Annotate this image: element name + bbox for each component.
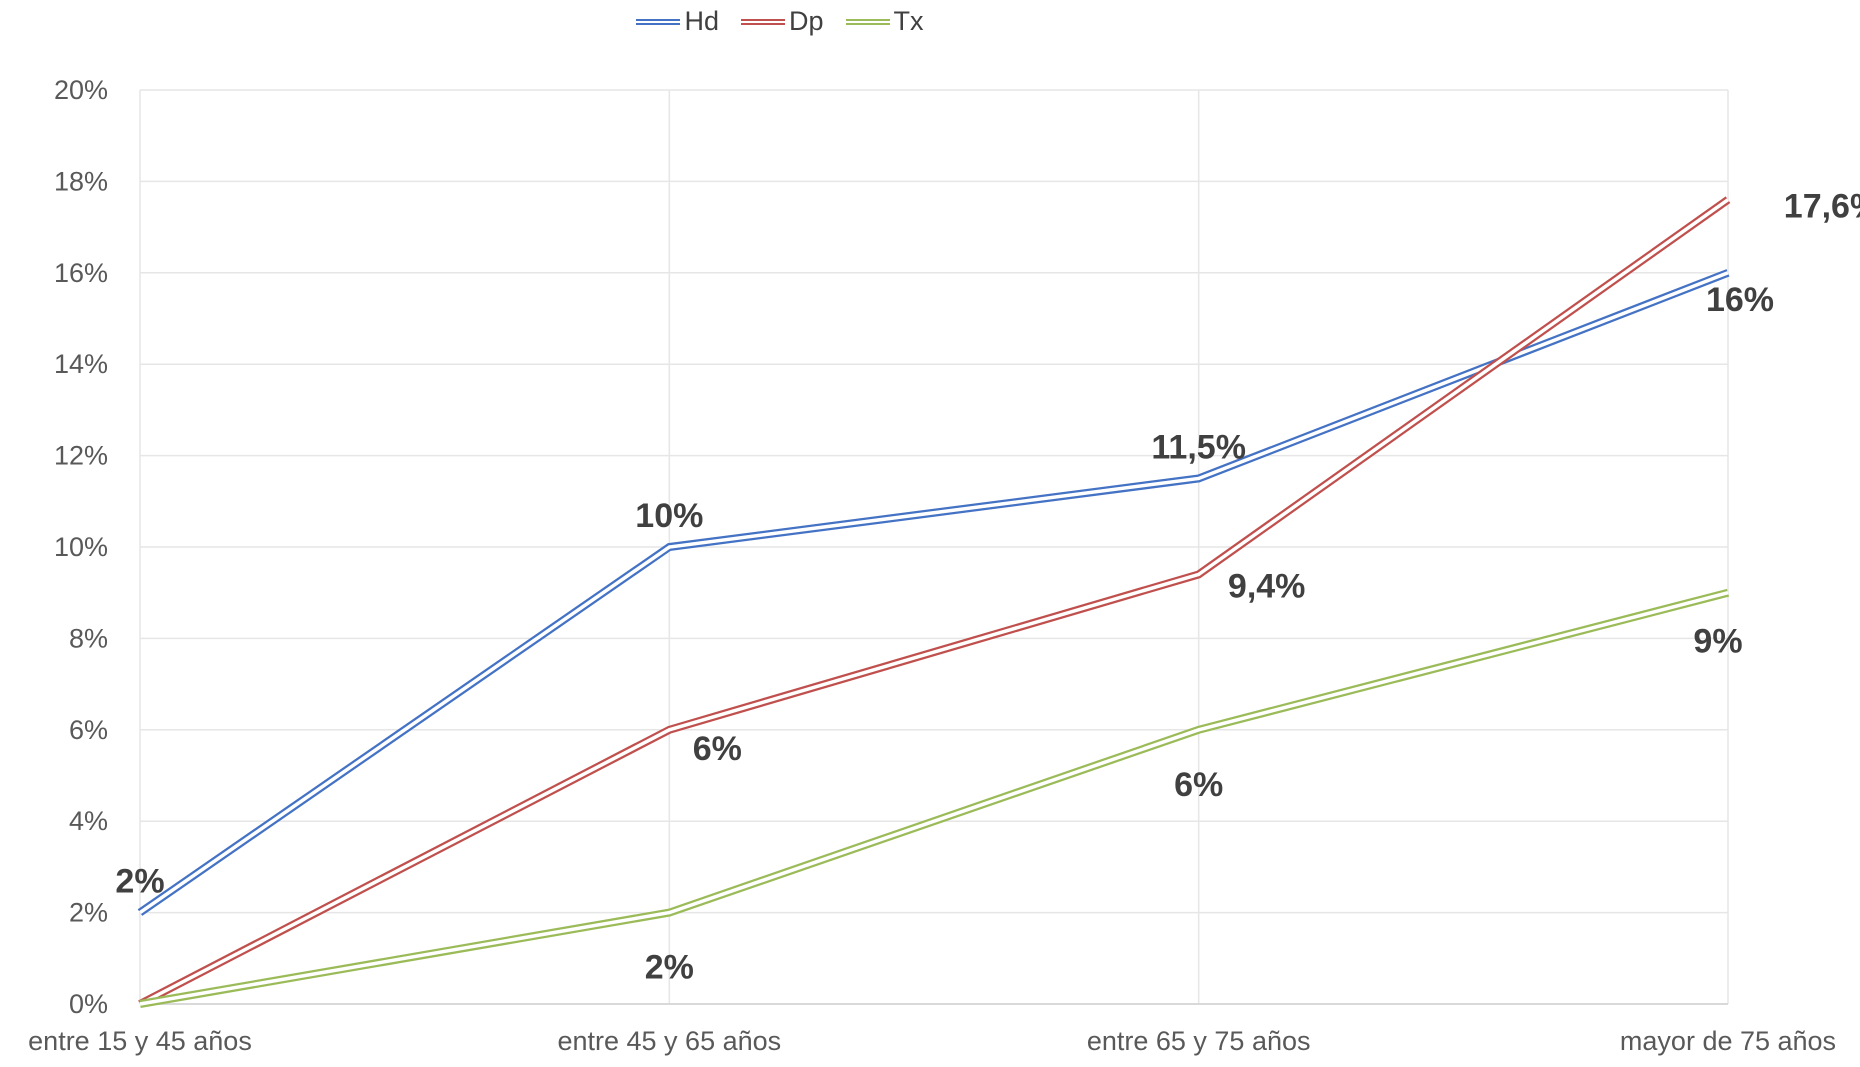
data-label-dp-1: 6%	[693, 730, 742, 768]
y-tick-label-7: 14%	[54, 349, 108, 379]
data-label-tx-2: 6%	[1174, 766, 1223, 804]
y-tick-label-9: 18%	[54, 166, 108, 196]
y-tick-label-3: 6%	[69, 715, 108, 745]
legend-item-dp: Dp	[741, 6, 824, 37]
series-line-inner-tx	[139, 591, 1729, 1006]
x-tick-label-0: entre 15 y 45 años	[28, 1026, 252, 1056]
data-label-dp-3: 17,6%	[1784, 188, 1860, 226]
y-tick-label-1: 2%	[69, 898, 108, 928]
x-tick-label-3: mayor de 75 años	[1620, 1026, 1836, 1056]
series-line-inner-hd	[139, 271, 1729, 915]
legend-swatch-hd	[636, 18, 681, 26]
series-line-dp	[138, 196, 1731, 1008]
data-label-hd-1: 10%	[635, 497, 703, 535]
legend-item-hd: Hd	[636, 6, 719, 37]
y-tick-label-10: 20%	[54, 75, 108, 105]
y-tick-label-4: 8%	[69, 623, 108, 653]
data-label-dp-2: 9,4%	[1228, 567, 1306, 605]
x-tick-label-1: entre 45 y 65 años	[557, 1026, 781, 1056]
data-label-hd-2: 11,5%	[1151, 428, 1246, 466]
y-tick-label-2: 4%	[69, 806, 108, 836]
legend-label-hd: Hd	[684, 6, 719, 36]
data-label-tx-1: 2%	[645, 949, 694, 987]
data-label-hd-3: 16%	[1706, 281, 1774, 319]
legend-label-tx: Tx	[893, 6, 924, 36]
legend-swatch-tx	[845, 18, 890, 26]
legend: Hd Dp Tx	[0, 6, 1560, 37]
data-label-hd-0: 2%	[115, 863, 164, 901]
legend-label-dp: Dp	[789, 6, 824, 36]
y-tick-label-8: 16%	[54, 258, 108, 288]
legend-item-tx: Tx	[845, 6, 924, 37]
y-tick-label-6: 12%	[54, 441, 108, 471]
legend-swatch-dp	[741, 18, 785, 26]
series-line-inner-dp	[139, 198, 1730, 1006]
data-label-tx-3: 9%	[1693, 623, 1742, 661]
y-tick-label-0: 0%	[69, 989, 108, 1019]
x-tick-label-2: entre 65 y 75 años	[1087, 1026, 1311, 1056]
y-tick-label-5: 10%	[54, 532, 108, 562]
